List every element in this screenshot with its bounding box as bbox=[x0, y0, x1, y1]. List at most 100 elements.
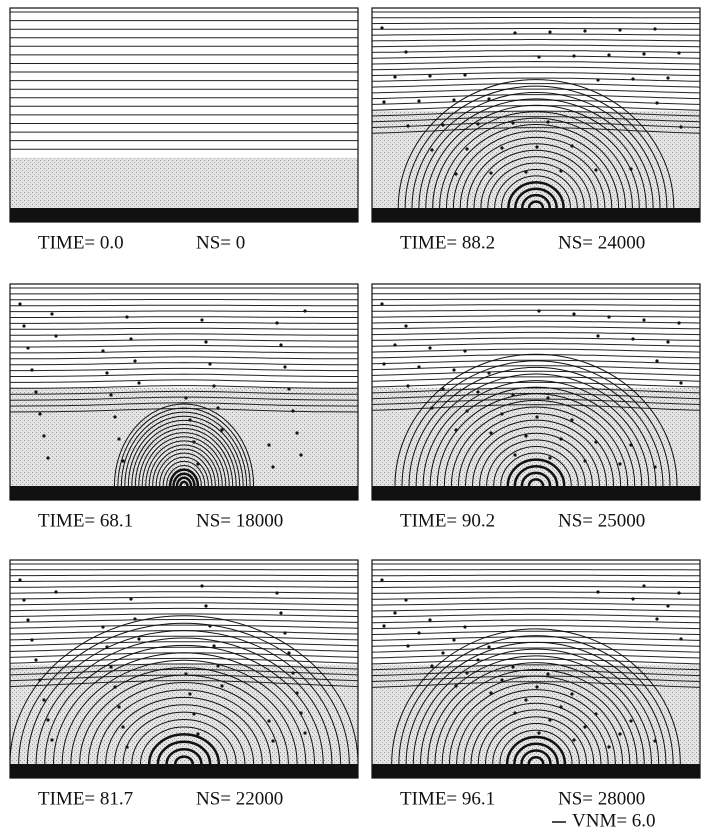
vector-dot bbox=[26, 618, 30, 622]
contour bbox=[434, 668, 638, 765]
streamline bbox=[9, 619, 359, 623]
vector-dot bbox=[406, 644, 410, 648]
streamline bbox=[371, 348, 701, 353]
contour bbox=[397, 79, 675, 209]
vector-dot bbox=[596, 590, 600, 594]
vector-dot bbox=[393, 75, 397, 79]
vector-dot bbox=[629, 167, 633, 171]
vector-dot bbox=[679, 125, 683, 129]
vector-dot bbox=[489, 691, 493, 695]
vector-dot bbox=[133, 359, 137, 363]
contour bbox=[404, 85, 668, 209]
contour bbox=[411, 91, 661, 209]
streamline bbox=[9, 596, 359, 600]
contour bbox=[26, 630, 342, 765]
vector-dot bbox=[594, 712, 598, 716]
streamline bbox=[371, 630, 701, 635]
contour bbox=[405, 641, 667, 765]
vector-dot bbox=[192, 712, 196, 716]
contour bbox=[148, 444, 220, 487]
vector-dot bbox=[476, 122, 480, 126]
contour bbox=[514, 187, 558, 209]
vector-dot bbox=[546, 672, 550, 676]
contour bbox=[18, 622, 350, 765]
vector-dot bbox=[267, 719, 271, 723]
vector-dot bbox=[535, 145, 539, 149]
vector-dot bbox=[42, 698, 46, 702]
vector-dot bbox=[559, 705, 563, 709]
ns-label: NS= 25000 bbox=[558, 510, 645, 531]
scale-label: VNM= 6.0 bbox=[572, 810, 656, 831]
vector-dot bbox=[291, 409, 295, 413]
vector-dot bbox=[212, 384, 216, 388]
vector-dot bbox=[382, 362, 386, 366]
streamline bbox=[371, 50, 701, 53]
vector-dot bbox=[404, 50, 408, 54]
stipple-region bbox=[10, 664, 358, 778]
vector-dot bbox=[105, 645, 109, 649]
vector-dot bbox=[500, 146, 504, 150]
vector-dot bbox=[196, 462, 200, 466]
vector-dot bbox=[607, 53, 611, 57]
streamline bbox=[371, 121, 701, 128]
streamline bbox=[371, 127, 701, 134]
streamline bbox=[10, 316, 358, 318]
streamline bbox=[9, 624, 359, 629]
streamline bbox=[371, 331, 701, 336]
vector-dot bbox=[18, 302, 22, 306]
vector-dot bbox=[216, 406, 220, 410]
vector-dot bbox=[208, 362, 212, 366]
streamline bbox=[371, 653, 701, 659]
streamline bbox=[372, 585, 700, 588]
vector-dot bbox=[46, 456, 50, 460]
vector-dot bbox=[125, 745, 129, 749]
time-label: TIME= 68.1 bbox=[38, 510, 133, 531]
contour bbox=[494, 169, 578, 209]
contour bbox=[448, 682, 624, 765]
streamline bbox=[371, 591, 701, 594]
vector-dot bbox=[26, 346, 30, 350]
contour bbox=[472, 426, 600, 487]
vector-dot bbox=[594, 440, 598, 444]
vector-dot bbox=[513, 453, 517, 457]
streamline bbox=[371, 304, 701, 306]
contour bbox=[145, 440, 223, 487]
panel: TIME= 88.2 NS= 24000 bbox=[371, 7, 701, 253]
streamline bbox=[10, 385, 358, 389]
streamline bbox=[371, 387, 701, 394]
contour bbox=[179, 480, 189, 487]
vector-dot bbox=[546, 396, 550, 400]
vector-dot bbox=[428, 618, 432, 622]
vector-dot bbox=[618, 462, 622, 466]
vector-dot bbox=[607, 315, 611, 319]
vector-dot bbox=[380, 302, 384, 306]
vector-dot bbox=[465, 147, 469, 151]
vector-dot bbox=[30, 638, 34, 642]
vector-dot bbox=[54, 334, 58, 338]
vector-dot bbox=[476, 658, 480, 662]
vector-dot bbox=[570, 144, 574, 148]
contour bbox=[441, 675, 631, 765]
ground-band bbox=[372, 486, 700, 500]
streamline bbox=[10, 344, 358, 348]
contour bbox=[61, 659, 307, 765]
contour bbox=[401, 360, 671, 487]
vector-dot bbox=[133, 617, 137, 621]
vector-dot bbox=[417, 99, 421, 103]
vector-dot bbox=[653, 739, 657, 743]
ns-label: NS= 24000 bbox=[558, 232, 645, 253]
vector-dot bbox=[212, 644, 216, 648]
vector-dot bbox=[642, 52, 646, 56]
vector-dot bbox=[275, 321, 279, 325]
contour bbox=[506, 458, 566, 487]
vector-dot bbox=[204, 604, 208, 608]
contour bbox=[456, 689, 616, 765]
vector-dot bbox=[655, 617, 659, 621]
vector-dot bbox=[283, 365, 287, 369]
vector-dot bbox=[559, 437, 563, 441]
contour bbox=[527, 200, 545, 209]
streamline bbox=[371, 88, 701, 94]
ns-label: NS= 28000 bbox=[558, 788, 645, 809]
contour bbox=[439, 117, 633, 209]
vector-dot bbox=[109, 665, 113, 669]
